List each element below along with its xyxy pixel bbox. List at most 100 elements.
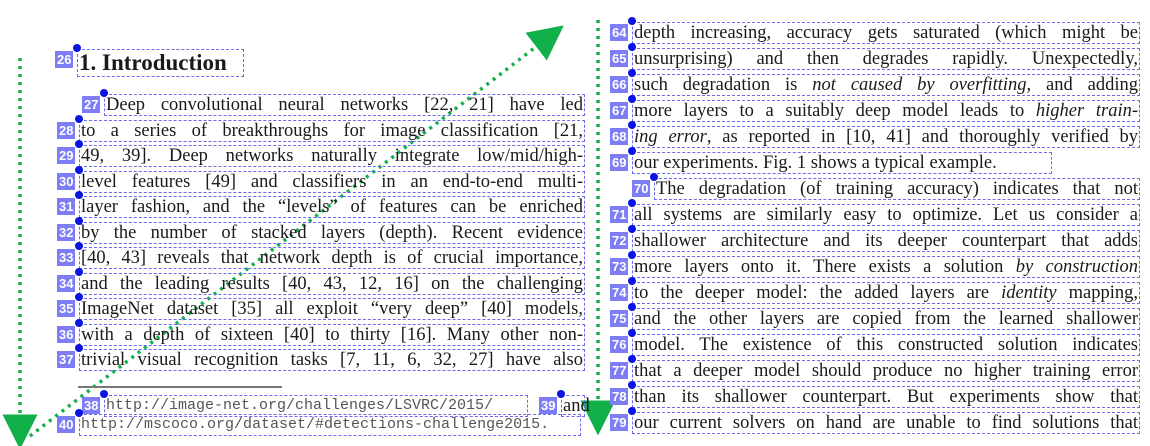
anchor-dot <box>628 69 636 77</box>
text-segment: more layers to a suitably deep model lea… <box>634 101 1036 121</box>
text-segment: not caused by overfitting <box>812 75 1027 95</box>
text-line: [40, 43] reveals that network depth is o… <box>79 247 585 269</box>
line-number-badge: 66 <box>610 76 629 93</box>
text-line: more layers onto it. There exists a solu… <box>632 256 1140 278</box>
anchor-dot <box>75 267 83 276</box>
line-number-badge: 34 <box>57 274 76 292</box>
text-segment: our current solvers on hand are unable t… <box>634 413 1138 433</box>
anchor-dot <box>75 242 83 250</box>
anchor-dot <box>75 114 83 123</box>
footnote-url: http://mscoco.org/dataset/#detections-ch… <box>79 414 581 436</box>
text-line: depth increasing, accuracy gets saturate… <box>632 22 1140 44</box>
text-segment: [40, 43] reveals that network depth is o… <box>81 248 583 268</box>
text-segment: with a depth of sixteen [40] to thirty [… <box>81 324 583 345</box>
text-segment: identity <box>1001 283 1057 303</box>
arrow-column-jump <box>28 25 564 438</box>
anchor-dot <box>628 277 636 285</box>
text-line: Deep convolutional neural networks [22, … <box>104 94 585 116</box>
anchor-dot <box>628 381 636 389</box>
text-segment: higher train- <box>1035 101 1138 121</box>
anchor-dot <box>75 140 83 148</box>
anchor-dot <box>628 329 636 337</box>
text-line: level features [49] and classifiers in a… <box>79 170 585 193</box>
text-line: to a series of breakthroughs for image c… <box>79 119 585 142</box>
text-segment: and the leading results [40, 43, 12, 16]… <box>81 273 583 294</box>
text-segment: , as reported in [10, 41] and thoroughly… <box>706 127 1139 147</box>
text-line: more layers to a suitably deep model lea… <box>632 100 1140 122</box>
text-segment: unsurprising) and then degrades rapidly.… <box>634 49 1138 69</box>
text-segment: by construction <box>1015 257 1139 277</box>
anchor-dot <box>628 199 636 207</box>
anchor-dot <box>75 318 83 327</box>
anchor-dot <box>650 173 658 181</box>
anchor-dot <box>628 95 636 103</box>
line-number-badge: 73 <box>610 258 629 275</box>
anchor-dot <box>628 251 636 259</box>
line-number-badge: 33 <box>57 249 76 266</box>
text-segment: , and adding <box>1026 75 1139 95</box>
text-line: model. The existence of this constructed… <box>632 334 1140 356</box>
text-segment: such degradation is <box>634 75 813 95</box>
line-number-badge: 35 <box>57 300 76 317</box>
anchor-dot <box>75 409 83 417</box>
text-line: to the deeper model: the added layers ar… <box>632 282 1140 304</box>
text-line: such degradation is not caused by overfi… <box>632 74 1140 96</box>
line-number-badge: 39 <box>539 397 558 414</box>
text-segment: 49, 39]. Deep networks naturally integra… <box>81 146 583 166</box>
text-segment: more layers onto it. There exists a solu… <box>634 257 1016 277</box>
anchor-dot <box>628 147 636 155</box>
line-number-badge: 69 <box>610 154 629 171</box>
anchor-dot <box>628 303 636 311</box>
line-number-badge: 38 <box>82 397 101 414</box>
text-segment: ing error <box>634 127 707 147</box>
text-segment: all systems are similarly easy to optimi… <box>634 205 1138 225</box>
line-number-badge: 67 <box>610 102 629 119</box>
text-segment: and the other layers are copied from the… <box>634 309 1138 329</box>
text-line: by the number of stacked layers (depth).… <box>79 221 585 244</box>
footnote-rule <box>78 386 282 388</box>
anchor-dot <box>75 293 83 301</box>
text-line: than its shallower counterpart. But expe… <box>632 386 1140 408</box>
text-segment: than its shallower counterpart. But expe… <box>634 387 1138 407</box>
text-segment: to a series of breakthroughs for image c… <box>81 120 583 141</box>
text-line: our experiments. Fig. 1 shows a typical … <box>632 152 1052 174</box>
text-segment: The degradation (of training accuracy) i… <box>656 179 1138 199</box>
text-segment: depth increasing, accuracy gets saturate… <box>634 23 1138 43</box>
line-number-badge: 79 <box>610 414 629 431</box>
line-number-badge: 76 <box>610 336 629 353</box>
anchor-dot <box>75 216 83 225</box>
line-number-badge: 26 <box>55 51 74 68</box>
line-number-badge: 68 <box>610 128 629 145</box>
text-line: and the leading results [40, 43, 12, 16]… <box>79 272 585 295</box>
footnote-text: and <box>561 395 590 417</box>
text-line: shallower architecture and its deeper co… <box>632 230 1140 252</box>
anchor-dot <box>628 355 636 363</box>
text-segment: ImageNet dataset [35] all exploit “very … <box>81 299 583 319</box>
anchor-dot <box>73 44 81 52</box>
text-segment: shallower architecture and its deeper co… <box>634 231 1138 251</box>
line-number-badge: 75 <box>610 310 629 327</box>
text-segment: level features [49] and classifiers in a… <box>81 171 583 192</box>
line-number-badge: 29 <box>57 147 76 164</box>
text-line: and the other layers are copied from the… <box>632 308 1140 330</box>
line-number-badge: 64 <box>610 24 629 41</box>
text-line: ing error, as reported in [10, 41] and t… <box>632 126 1140 148</box>
anchor-dot <box>628 225 636 233</box>
anchor-dot <box>75 191 83 199</box>
text-line: with a depth of sixteen [40] to thirty [… <box>79 323 585 346</box>
text-line: our current solvers on hand are unable t… <box>632 412 1140 434</box>
text-segment: our experiments. Fig. 1 shows a typical … <box>634 153 997 173</box>
text-segment: mapping, <box>1056 283 1138 303</box>
text-segment: that a deeper model should produce no hi… <box>634 361 1138 381</box>
anchor-dot <box>628 17 636 25</box>
line-number-badge: 28 <box>57 121 76 139</box>
text-line: 49, 39]. Deep networks naturally integra… <box>79 145 585 167</box>
anchor-dot <box>100 390 108 398</box>
anchor-dot <box>100 89 108 97</box>
text-segment: model. The existence of this constructed… <box>634 335 1138 355</box>
line-number-badge: 65 <box>610 50 629 67</box>
text-segment: by the number of stacked layers (depth).… <box>81 222 583 243</box>
line-number-badge: 31 <box>57 198 76 215</box>
text-line: The degradation (of training accuracy) i… <box>654 178 1140 200</box>
